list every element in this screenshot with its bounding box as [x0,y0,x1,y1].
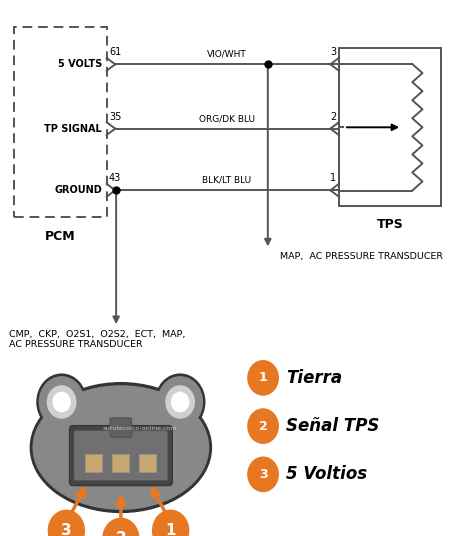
Ellipse shape [30,383,211,512]
Text: Señal TPS: Señal TPS [286,417,379,435]
FancyBboxPatch shape [110,418,132,437]
FancyBboxPatch shape [85,454,102,473]
Text: CMP,  CKP,  O2S1,  O2S2,  ECT,  MAP,
AC PRESSURE TRANSDUCER: CMP, CKP, O2S1, O2S2, ECT, MAP, AC PRESS… [9,330,186,349]
Text: GROUND: GROUND [54,185,102,195]
Circle shape [158,377,202,427]
Text: 43: 43 [109,173,121,183]
Text: 61: 61 [109,47,121,57]
Text: 2: 2 [330,111,337,122]
Text: autotecnico-online.com: autotecnico-online.com [102,426,177,431]
Text: 2: 2 [259,420,267,433]
Circle shape [53,392,70,412]
Text: 3: 3 [259,468,267,481]
Circle shape [248,361,278,395]
Text: 3: 3 [330,47,337,57]
FancyBboxPatch shape [69,426,173,486]
Text: PCM: PCM [45,230,76,243]
Text: 3: 3 [61,523,72,536]
FancyBboxPatch shape [139,454,156,473]
Text: 5 Voltios: 5 Voltios [286,465,367,483]
Text: 5 VOLTS: 5 VOLTS [58,59,102,69]
Text: 1: 1 [165,523,176,536]
Ellipse shape [33,386,209,509]
Text: MAP,  AC PRESSURE TRANSDUCER: MAP, AC PRESSURE TRANSDUCER [280,252,443,261]
Text: TP SIGNAL: TP SIGNAL [44,124,102,133]
Text: BLK/LT BLU: BLK/LT BLU [202,176,252,185]
FancyBboxPatch shape [112,454,129,473]
Circle shape [47,386,76,418]
FancyBboxPatch shape [74,431,168,480]
Circle shape [172,392,189,412]
Circle shape [48,510,84,536]
Circle shape [248,457,278,492]
Text: 35: 35 [109,111,121,122]
Circle shape [39,377,84,427]
Circle shape [155,374,205,430]
Text: 2: 2 [116,531,126,536]
Circle shape [153,510,189,536]
Circle shape [103,518,139,536]
Text: 1: 1 [259,371,267,384]
Circle shape [248,409,278,443]
Text: TPS: TPS [376,218,403,231]
Circle shape [37,374,86,430]
Text: 1: 1 [330,173,337,183]
Circle shape [166,386,194,418]
Text: Tierra: Tierra [286,369,342,387]
Text: VIO/WHT: VIO/WHT [207,50,247,59]
Text: ORG/DK BLU: ORG/DK BLU [199,114,255,123]
